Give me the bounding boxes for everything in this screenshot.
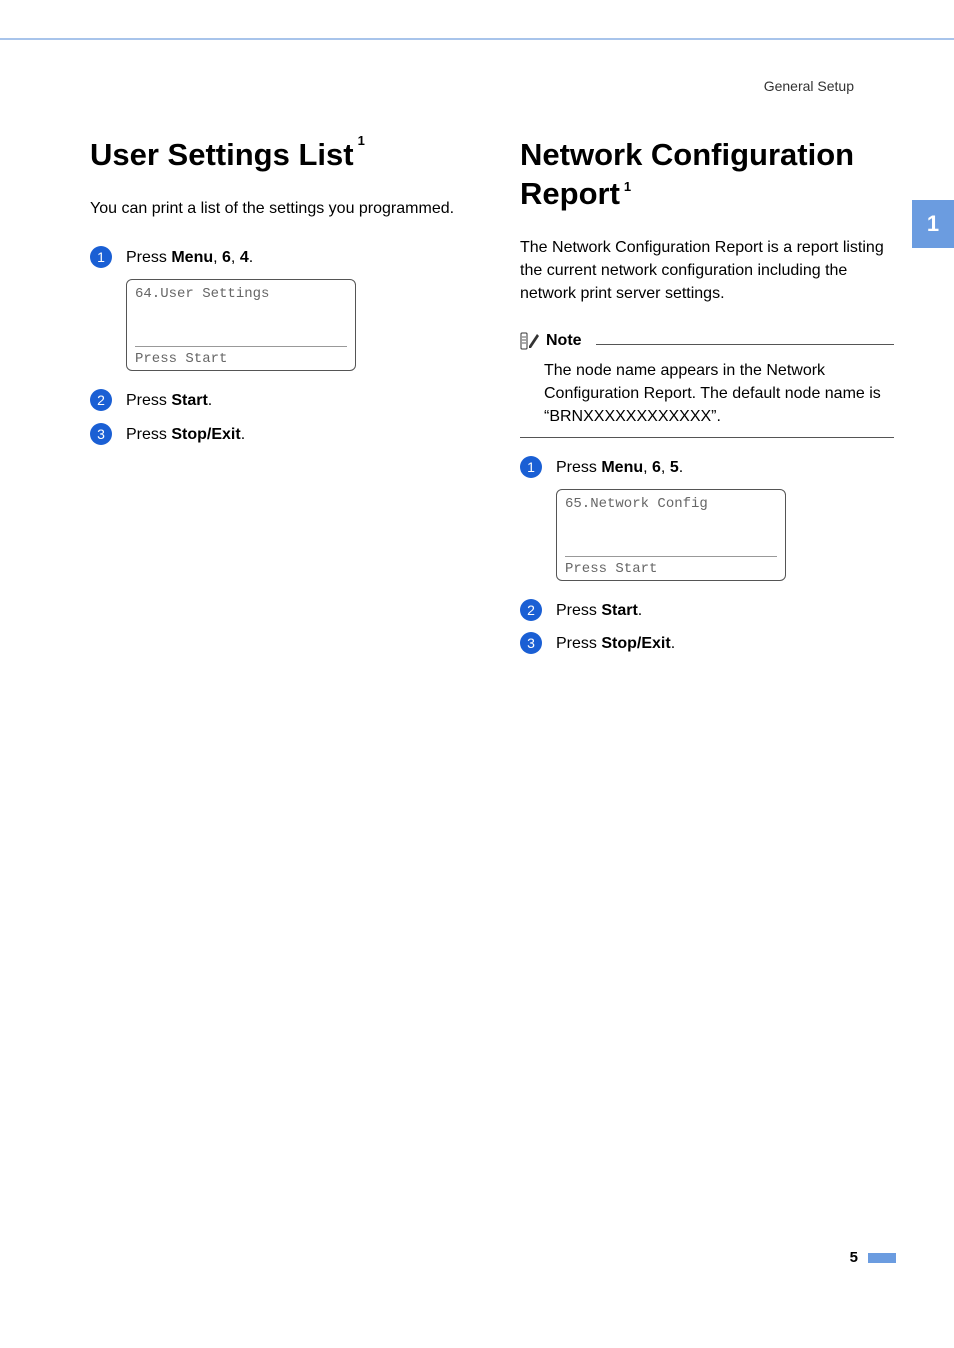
heading-network-config: Network Configuration Report 1 [520, 136, 894, 214]
column-left: User Settings List 1 You can print a lis… [90, 136, 480, 666]
step-text: Press Start. [126, 389, 212, 412]
heading-text: User Settings List [90, 137, 354, 172]
step-1-left: 1 Press Menu, 6, 4. [90, 246, 480, 269]
note-block: Note The node name appears in the Networ… [520, 331, 894, 438]
step-text: Press Stop/Exit. [126, 423, 245, 446]
lcd-display-left: 64.User Settings Press Start [126, 279, 356, 371]
step-3-left: 3 Press Stop/Exit. [90, 423, 480, 446]
note-head: Note [520, 331, 894, 351]
step-badge-3: 3 [90, 423, 112, 445]
step-3-right: 3 Press Stop/Exit. [520, 632, 894, 655]
lcd-line [135, 324, 347, 344]
page-number: 5 [850, 1249, 858, 1266]
section-label: General Setup [764, 78, 854, 94]
header-bar [0, 0, 954, 40]
step-text: Press Menu, 6, 4. [126, 246, 253, 269]
heading-user-settings: User Settings List 1 [90, 136, 480, 175]
step-text: Press Menu, 6, 5. [556, 456, 683, 479]
heading-sup: 1 [358, 134, 365, 147]
step-text: Press Stop/Exit. [556, 632, 675, 655]
note-body: The node name appears in the Network Con… [520, 355, 894, 438]
lcd-line [565, 514, 777, 534]
step-badge-1: 1 [90, 246, 112, 268]
page-number-block: 5 [850, 1249, 896, 1266]
page-accent [868, 1253, 896, 1263]
note-title: Note [546, 332, 582, 350]
step-badge-2: 2 [90, 389, 112, 411]
lcd-line [135, 304, 347, 324]
heading-sup: 1 [624, 180, 631, 193]
lcd-line: 64.User Settings [135, 284, 347, 304]
column-right: Network Configuration Report 1 The Netwo… [520, 136, 894, 666]
intro-left: You can print a list of the settings you… [90, 197, 480, 220]
step-badge-2: 2 [520, 599, 542, 621]
step-2-right: 2 Press Start. [520, 599, 894, 622]
lcd-line [565, 534, 777, 554]
step-2-left: 2 Press Start. [90, 389, 480, 412]
lcd-line: Press Start [135, 346, 347, 366]
intro-right: The Network Configuration Report is a re… [520, 236, 894, 306]
note-icon [520, 331, 540, 351]
step-text: Press Start. [556, 599, 642, 622]
content: User Settings List 1 You can print a lis… [0, 136, 954, 666]
lcd-line: Press Start [565, 556, 777, 576]
heading-text: Network Configuration Report [520, 137, 854, 211]
chapter-tab: 1 [912, 200, 954, 248]
lcd-line: 65.Network Config [565, 494, 777, 514]
step-1-right: 1 Press Menu, 6, 5. [520, 456, 894, 479]
note-rule [596, 344, 894, 345]
step-badge-3: 3 [520, 632, 542, 654]
lcd-display-right: 65.Network Config Press Start [556, 489, 786, 581]
step-badge-1: 1 [520, 456, 542, 478]
